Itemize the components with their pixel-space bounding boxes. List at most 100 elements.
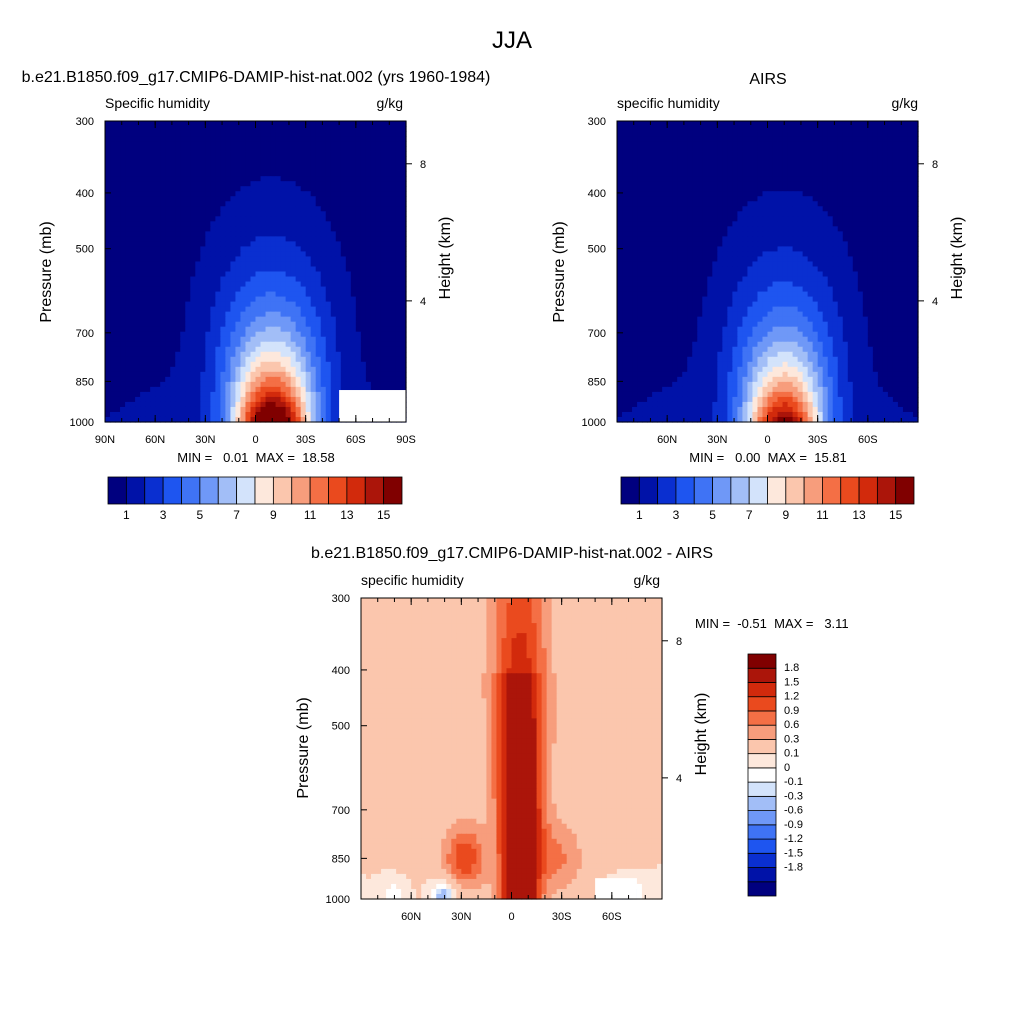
contour-cell — [150, 371, 156, 378]
contour-cell — [797, 166, 804, 172]
contour-cell — [150, 191, 156, 197]
contour-cell — [135, 326, 141, 333]
contour-cell — [340, 376, 347, 383]
contour-cell — [852, 181, 859, 187]
contour-cell — [165, 386, 171, 393]
contour-cell — [285, 176, 292, 182]
contour-cell — [315, 376, 322, 383]
contour-cell — [235, 356, 242, 363]
contour-cell — [757, 201, 764, 207]
contour-cell — [712, 221, 718, 227]
contour-cell — [175, 371, 181, 378]
contour-cell — [802, 156, 809, 162]
contour-cell — [225, 306, 232, 313]
contour-cell — [330, 326, 337, 333]
contour-cell — [295, 261, 302, 268]
contour-cell — [350, 156, 357, 162]
contour-cell — [255, 146, 262, 152]
contour-cell — [350, 281, 357, 288]
contour-cell — [220, 396, 226, 403]
contour-cell — [260, 336, 267, 343]
contour-cell — [155, 286, 161, 293]
contour-cell — [712, 181, 718, 187]
contour-cell — [305, 346, 312, 353]
contour-cell — [220, 401, 226, 408]
contour-cell — [345, 266, 352, 273]
contour-cell — [637, 161, 643, 167]
panel-model: b.e21.B1850.f09_g17.CMIP6-DAMIP-hist-nat… — [22, 69, 491, 522]
contour-cell — [882, 181, 889, 187]
contour-cell — [622, 171, 628, 177]
contour-cell — [902, 186, 909, 192]
contour-cell — [842, 156, 849, 162]
contour-cell — [125, 206, 131, 212]
contour-cell — [692, 211, 698, 217]
contour-cell — [335, 261, 342, 268]
contour-cell — [290, 376, 297, 383]
contour-cell — [280, 166, 287, 172]
contour-cell — [270, 191, 277, 197]
contour-cell — [120, 206, 126, 212]
contour-cell — [315, 236, 322, 242]
colorbar-label: 1 — [123, 508, 130, 522]
contour-cell — [390, 246, 397, 253]
contour-cell — [240, 391, 247, 398]
contour-cell — [135, 231, 141, 237]
contour-cell — [340, 206, 347, 212]
contour-cell — [832, 186, 839, 192]
contour-cell — [255, 256, 262, 263]
contour-cell — [270, 201, 277, 207]
contour-cell — [335, 186, 342, 192]
contour-cell — [375, 131, 382, 137]
contour-cell — [180, 266, 186, 273]
contour-cell — [365, 351, 372, 358]
contour-cell — [210, 396, 216, 403]
contour-cell — [300, 216, 307, 222]
contour-cell — [145, 196, 151, 202]
contour-cell — [380, 301, 387, 308]
contour-cell — [200, 366, 206, 373]
contour-cell — [807, 136, 814, 142]
contour-cell — [280, 191, 287, 197]
contour-cell — [887, 181, 894, 187]
contour-cell — [822, 136, 829, 142]
contour-cell — [115, 226, 121, 232]
contour-cell — [747, 206, 754, 212]
contour-cell — [240, 191, 247, 197]
contour-cell — [400, 301, 407, 308]
contour-cell — [667, 141, 673, 147]
contour-cell — [340, 126, 347, 132]
contour-cell — [667, 206, 673, 212]
contour-cell — [210, 211, 216, 217]
contour-cell — [732, 171, 738, 177]
contour-cell — [185, 261, 191, 268]
contour-cell — [180, 306, 186, 313]
contour-cell — [155, 391, 161, 398]
contour-cell — [757, 161, 764, 167]
contour-cell — [150, 216, 156, 222]
contour-cell — [802, 186, 809, 192]
contour-cell — [782, 221, 789, 227]
contour-cell — [882, 121, 889, 127]
contour-cell — [325, 166, 332, 172]
contour-cell — [687, 161, 693, 167]
contour-cell — [385, 196, 392, 202]
contour-cell — [185, 376, 191, 383]
contour-cell — [180, 191, 186, 197]
contour-cell — [145, 226, 151, 232]
contour-cell — [270, 416, 277, 423]
contour-cell — [235, 216, 242, 222]
contour-cell — [325, 141, 332, 147]
contour-cell — [110, 326, 116, 333]
contour-cell — [170, 161, 176, 167]
contour-cell — [365, 341, 372, 348]
contour-cell — [340, 246, 347, 253]
contour-cell — [245, 191, 252, 197]
contour-cell — [807, 141, 814, 147]
contour-cell — [185, 196, 191, 202]
contour-cell — [902, 171, 909, 177]
contour-cell — [355, 126, 362, 132]
contour-cell — [360, 376, 367, 383]
contour-cell — [250, 231, 257, 237]
contour-cell — [125, 221, 131, 227]
